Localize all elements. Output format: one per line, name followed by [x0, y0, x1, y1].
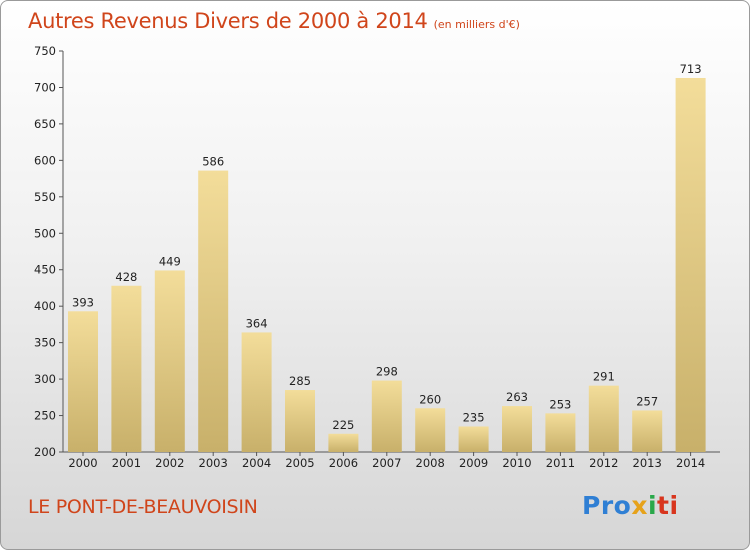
- value-label-2009: 235: [463, 410, 485, 424]
- bar-2014: [675, 77, 706, 452]
- y-tick-label: 250: [34, 409, 56, 423]
- x-tick-label-2011: 2011: [546, 456, 575, 470]
- value-label-2002: 449: [159, 254, 181, 268]
- bar-2007: [371, 380, 402, 452]
- x-tick-label-2005: 2005: [285, 456, 314, 470]
- proxiti-logo: Proxiti: [582, 491, 679, 520]
- y-tick-label: 650: [34, 117, 56, 131]
- value-label-2001: 428: [115, 270, 137, 284]
- location-label: LE PONT-DE-BEAUVOISIN: [28, 496, 258, 518]
- y-axis: 200 250 300 350 400 450 500 550 600 650 700 750: [34, 44, 64, 459]
- value-label-2013: 257: [636, 394, 658, 408]
- y-tick-label: 500: [34, 226, 56, 240]
- value-label-2010: 263: [506, 390, 528, 404]
- bar-2001: [111, 285, 142, 452]
- value-label-2008: 260: [419, 392, 441, 406]
- y-tick-label: 600: [34, 153, 56, 167]
- value-label-2012: 291: [593, 370, 615, 384]
- x-tick-label-2008: 2008: [416, 456, 445, 470]
- bar-2003: [198, 170, 229, 452]
- x-tick-label-2000: 2000: [68, 456, 97, 470]
- x-tick-label-2002: 2002: [155, 456, 184, 470]
- x-axis: 2000 2001 2002 2003 2004 2005 2006 2007 2008 2009…: [63, 451, 720, 470]
- chart-subtitle: (en milliers d'€): [433, 18, 520, 31]
- value-label-2004: 364: [246, 316, 268, 330]
- bar-2000: [68, 311, 98, 452]
- y-tick-label: 400: [34, 299, 56, 313]
- y-tick-label: 300: [34, 372, 56, 386]
- bar-2012: [588, 385, 619, 452]
- y-tick-label: 750: [34, 44, 56, 58]
- bar-2002: [154, 270, 185, 452]
- bar-2013: [632, 410, 663, 452]
- x-tick-label-2013: 2013: [633, 456, 662, 470]
- y-tick-label: 550: [34, 190, 56, 204]
- y-tick-label: 350: [34, 336, 56, 350]
- bars: 393 428 449 586 364 285 225 298 260 235 263 253 291 2…: [68, 62, 706, 452]
- y-tick-label: 200: [34, 445, 56, 459]
- chart-title: Autres Revenus Divers de 2000 à 2014 (en …: [28, 9, 520, 33]
- value-label-2007: 298: [376, 365, 398, 379]
- bar-2006: [328, 433, 359, 452]
- x-tick-label-2006: 2006: [329, 456, 358, 470]
- x-tick-label-2003: 2003: [199, 456, 228, 470]
- value-label-2006: 225: [332, 418, 354, 432]
- x-tick-label-2004: 2004: [242, 456, 271, 470]
- x-tick-label-2012: 2012: [589, 456, 618, 470]
- bar-2004: [241, 332, 272, 452]
- bar-2011: [545, 413, 576, 452]
- bar-2010: [502, 406, 532, 452]
- value-label-2011: 253: [549, 397, 571, 411]
- chart-title-text: Autres Revenus Divers de 2000 à 2014: [28, 9, 428, 33]
- x-tick-label-2007: 2007: [372, 456, 401, 470]
- value-label-2005: 285: [289, 374, 311, 388]
- x-tick-label-2009: 2009: [459, 456, 488, 470]
- value-label-2003: 586: [202, 155, 224, 169]
- x-tick-label-2001: 2001: [112, 456, 141, 470]
- y-tick-label: 450: [34, 263, 56, 277]
- bar-2009: [458, 426, 489, 452]
- bar-2005: [285, 390, 315, 452]
- y-tick-label: 700: [34, 80, 56, 94]
- value-label-2000: 393: [72, 295, 94, 309]
- x-tick-label-2010: 2010: [502, 456, 531, 470]
- value-label-2014: 713: [680, 62, 702, 76]
- bar-2008: [415, 408, 446, 452]
- x-tick-label-2014: 2014: [676, 456, 705, 470]
